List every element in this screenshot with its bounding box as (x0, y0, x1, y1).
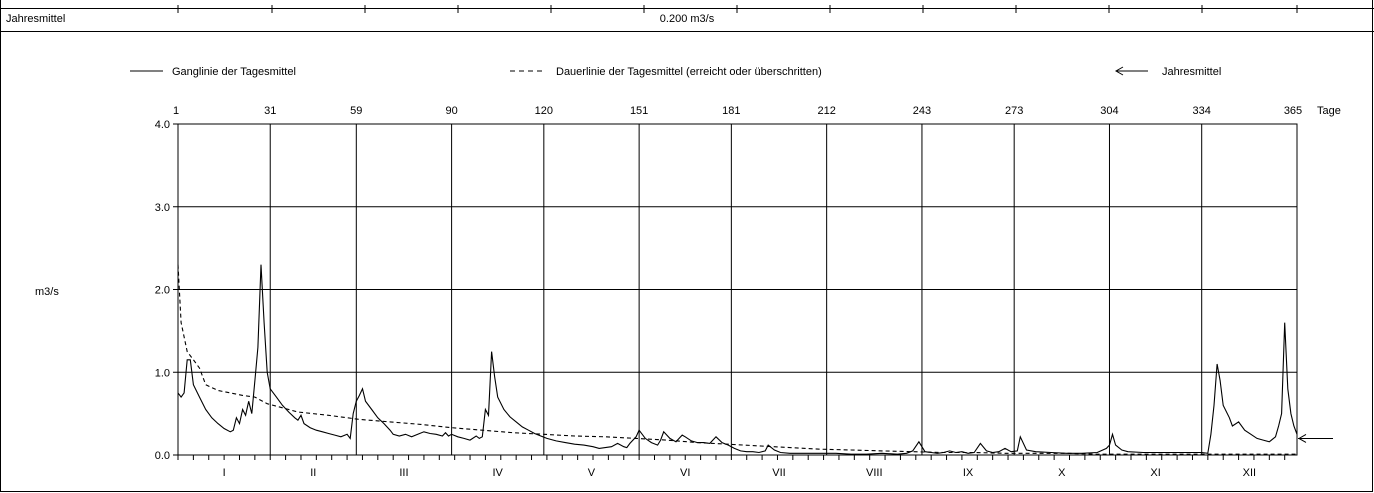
x-tick-label: 59 (350, 105, 362, 117)
month-label: VI (680, 467, 690, 479)
y-tick-labels: 0.0 1.0 2.0 3.0 4.0 (155, 119, 170, 462)
month-labels: I II III IV V VI VII VIII IX X XI XII (223, 467, 1256, 479)
x-tick-label: 243 (913, 105, 931, 117)
top-row-dividers (177, 5, 1298, 13)
x-tick-label: 212 (817, 105, 835, 117)
month-label: X (1058, 467, 1066, 479)
month-label: XII (1243, 467, 1256, 479)
hydrograph-line (177, 264, 1298, 455)
y-tick-label: 2.0 (155, 285, 170, 297)
x-tick-label: 334 (1193, 105, 1211, 117)
month-label: IV (493, 467, 504, 479)
month-label: XI (1150, 467, 1160, 479)
month-label: III (399, 467, 408, 479)
duration-curve (177, 264, 1297, 455)
legend-hydrograph-label: Ganglinie der Tagesmittel (172, 66, 296, 78)
y-tick-label: 4.0 (155, 119, 170, 131)
top-table-row (0, 0, 1374, 13)
legend-mean-arrow-icon (1114, 66, 1148, 76)
x-tick-label: 120 (535, 105, 553, 117)
x-tick-label: 90 (445, 105, 457, 117)
x-tick-label: 304 (1100, 105, 1118, 117)
legend-mean-label: Jahresmittel (1162, 66, 1221, 78)
x-tick-label: 181 (722, 105, 740, 117)
month-label: I (223, 467, 226, 479)
x-tick-labels: 1 31 59 90 120 151 181 212 243 273 304 334 365 (173, 105, 1302, 117)
annual-mean-label: Jahresmittel (6, 13, 66, 25)
annual-mean-arrow-icon (1297, 434, 1333, 443)
annual-mean-row: Jahresmittel 0.200 m3/s (0, 8, 1374, 32)
x-tick-label: 31 (264, 105, 276, 117)
y-tick-label: 0.0 (155, 450, 170, 462)
month-label: VIII (866, 467, 883, 479)
month-label: V (588, 467, 596, 479)
month-label: II (310, 467, 316, 479)
plot-grid (173, 123, 1298, 460)
x-tick-label: 1 (173, 105, 179, 117)
x-tick-label: 151 (630, 105, 648, 117)
legend: Ganglinie der Tagesmittel Dauerlinie der… (130, 66, 1221, 78)
month-label: IX (963, 467, 974, 479)
y-tick-label: 1.0 (155, 367, 170, 379)
annual-mean-value: 0.200 m3/s (659, 13, 715, 25)
month-label: VII (772, 467, 785, 479)
y-tick-label: 3.0 (155, 202, 170, 214)
x-axis-unit-label: Tage (1317, 105, 1341, 117)
y-axis-label: m3/s (35, 286, 59, 298)
data-series (177, 264, 1298, 455)
legend-duration-label: Dauerlinie der Tagesmittel (erreicht ode… (556, 66, 822, 78)
x-tick-label: 365 (1284, 105, 1302, 117)
x-tick-label: 273 (1005, 105, 1023, 117)
